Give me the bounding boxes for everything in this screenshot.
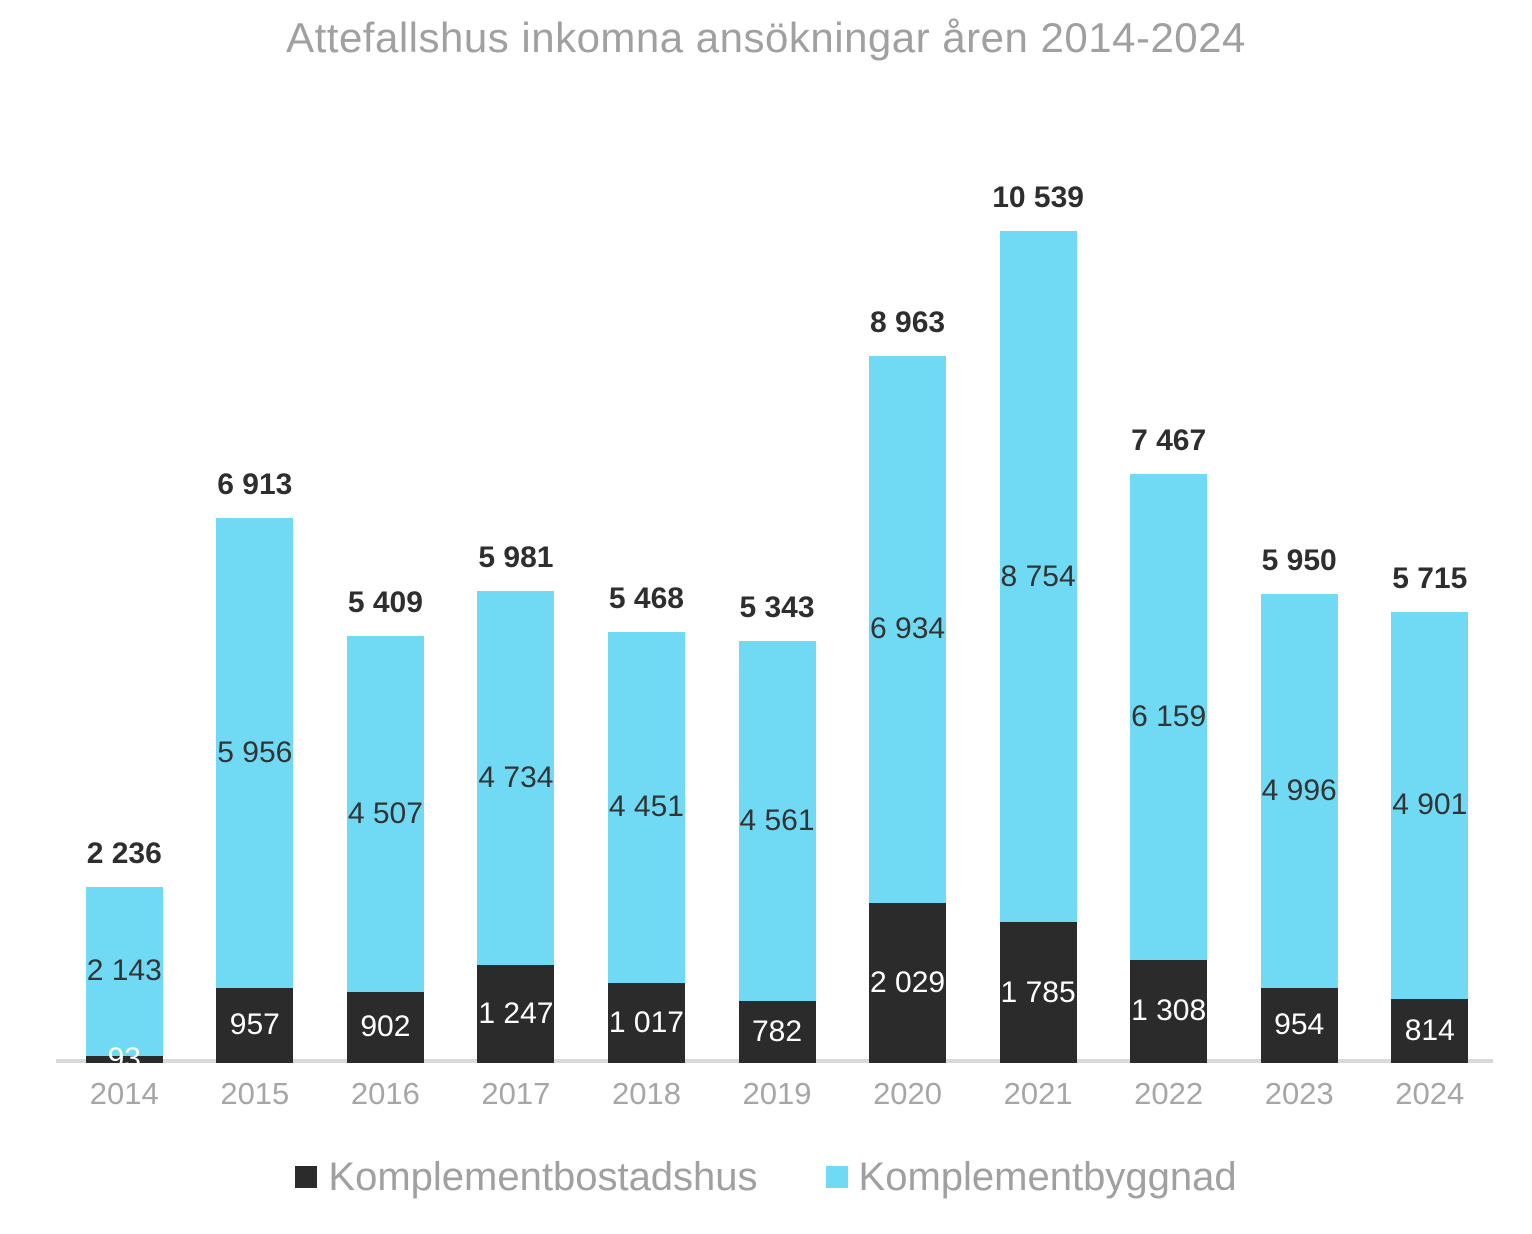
segment-value-label: 1 308 [1131,994,1207,1028]
x-tick-label-2018: 2018 [611,1076,681,1111]
stacked-bar: 6 159 1 308 [1130,473,1208,1063]
segment-value-label: 782 [751,1015,803,1049]
legend-item-komplementbyggnad: Komplementbyggnad [825,1154,1237,1200]
x-tick-label-2017: 2017 [481,1076,551,1111]
total-value-label: 5 715 [1392,562,1468,596]
segment-value-label: 1 017 [608,1005,684,1039]
stacked-bar: 5 956 957 [216,517,294,1063]
bar-segment-komplementbostadshus: 1 308 [1130,959,1208,1063]
stacked-bar: 2 143 93 [85,886,163,1063]
bar-segment-komplementbyggnad: 6 934 [869,355,947,903]
bar-segment-komplementbyggnad: 4 996 [1260,593,1338,988]
total-value-label: 5 981 [478,541,554,575]
stacked-bar: 4 451 1 017 [607,631,685,1063]
legend-swatch-komplementbyggnad [825,1166,848,1188]
segment-value-label: 4 507 [347,797,423,831]
bar-segment-komplementbyggnad: 4 561 [738,641,816,1002]
bar-column-2014: 2 236 2 143 93 [59,118,190,1063]
bar-column-2017: 5 981 4 734 1 247 [451,118,582,1063]
segment-value-label: 954 [1274,1008,1325,1042]
segment-value-label: 8 754 [1000,559,1076,593]
bar-segment-komplementbyggnad: 4 734 [477,591,555,965]
stacked-bar: 4 507 902 [346,636,424,1063]
x-tick-label-2015: 2015 [220,1076,290,1111]
bar-segment-komplementbyggnad: 4 507 [346,636,424,992]
legend: Komplementbostadshus Komplementbyggnad [0,1150,1532,1204]
bar-column-2022: 7 467 6 159 1 308 [1103,118,1234,1063]
bar-segment-komplementbostadshus: 814 [1391,998,1469,1063]
bar-column-2024: 5 715 4 901 814 [1364,118,1495,1063]
x-tick-label-2016: 2016 [350,1076,420,1111]
stacked-bar: 6 934 2 029 [869,355,947,1063]
bar-segment-komplementbostadshus: 954 [1260,987,1338,1063]
bar-segment-komplementbyggnad: 8 754 [999,231,1077,923]
legend-swatch-komplementbostadshus [295,1166,318,1188]
x-tick-label-2023: 2023 [1264,1076,1334,1111]
bar-segment-komplementbostadshus: 93 [85,1042,163,1063]
bar-column-2020: 8 963 6 934 2 029 [842,118,973,1063]
total-value-label: 7 467 [1131,423,1207,457]
total-value-label: 5 343 [739,591,815,625]
total-value-label: 2 236 [86,836,162,870]
bar-segment-komplementbostadshus: 1 017 [607,982,685,1063]
bar-segment-komplementbyggnad: 4 451 [607,631,685,983]
stacked-bar: 4 734 1 247 [477,591,555,1063]
bar-column-2015: 6 913 5 956 957 [190,118,321,1063]
x-tick-label-2020: 2020 [873,1076,943,1111]
bar-segment-komplementbostadshus: 957 [216,987,294,1063]
total-value-label: 8 963 [870,305,946,339]
segment-value-label: 957 [229,1008,280,1042]
segment-value-label: 4 451 [608,790,684,824]
stacked-bar: 4 901 814 [1391,612,1469,1063]
x-tick-label-2022: 2022 [1134,1076,1204,1111]
bar-column-2019: 5 343 4 561 782 [712,118,843,1063]
segment-value-label: 4 734 [478,760,554,794]
bar-column-2016: 5 409 4 507 902 [320,118,451,1063]
x-tick-label-2024: 2024 [1395,1076,1465,1111]
segment-value-label: 6 159 [1131,699,1207,733]
segment-value-label: 4 996 [1261,773,1337,807]
segment-value-label: 4 561 [739,804,815,838]
bar-column-2018: 5 468 4 451 1 017 [581,118,712,1063]
x-tick-label-2021: 2021 [1003,1076,1073,1111]
bar-segment-komplementbyggnad: 4 901 [1391,612,1469,999]
total-value-label: 5 468 [608,581,684,615]
bar-segment-komplementbyggnad: 6 159 [1130,473,1208,960]
legend-label-komplementbyggnad: Komplementbyggnad [858,1154,1237,1199]
bar-segment-komplementbostadshus: 1 785 [999,922,1077,1063]
x-axis-tick-labels: 2014 2015 2016 2017 2018 2019 2020 2021 2022 2023… [59,1076,1495,1112]
segment-value-label: 93 [107,1042,141,1063]
total-value-label: 5 950 [1261,543,1337,577]
segment-value-label: 2 029 [870,965,946,999]
segment-value-label: 902 [360,1010,411,1044]
segment-value-label: 5 956 [217,735,293,769]
bar-segment-komplementbostadshus: 1 247 [477,964,555,1063]
segment-value-label: 814 [1404,1013,1455,1047]
legend-label-komplementbostadshus: Komplementbostadshus [328,1154,758,1199]
bar-segment-komplementbostadshus: 2 029 [869,902,947,1063]
segment-value-label: 2 143 [86,954,162,988]
bar-segment-komplementbostadshus: 902 [346,991,424,1063]
chart-title: Attefallshus inkomna ansökningar åren 20… [286,14,1246,61]
bar-segment-komplementbyggnad: 5 956 [216,517,294,988]
bar-column-2023: 5 950 4 996 954 [1234,118,1365,1063]
segment-value-label: 4 901 [1392,788,1468,822]
total-value-label: 5 409 [347,586,423,620]
bar-column-2021: 10 539 8 754 1 785 [973,118,1104,1063]
legend-item-komplementbostadshus: Komplementbostadshus [295,1154,758,1200]
bar-segment-komplementbyggnad: 2 143 [85,886,163,1056]
x-tick-label-2014: 2014 [89,1076,159,1111]
stacked-bar: 4 996 954 [1260,593,1338,1063]
segment-value-label: 1 785 [1000,975,1076,1009]
segment-value-label: 1 247 [478,996,554,1030]
x-tick-label-2019: 2019 [742,1076,812,1111]
stacked-bar: 8 754 1 785 [999,231,1077,1063]
bar-segment-komplementbostadshus: 782 [738,1001,816,1063]
total-value-label: 10 539 [992,181,1084,215]
segment-value-label: 6 934 [870,612,946,646]
stacked-bar: 4 561 782 [738,641,816,1063]
total-value-label: 6 913 [217,467,293,501]
plot-area: 2 236 2 143 93 6 913 5 956 957 5 409 4 507 902 5 … [59,118,1495,1063]
